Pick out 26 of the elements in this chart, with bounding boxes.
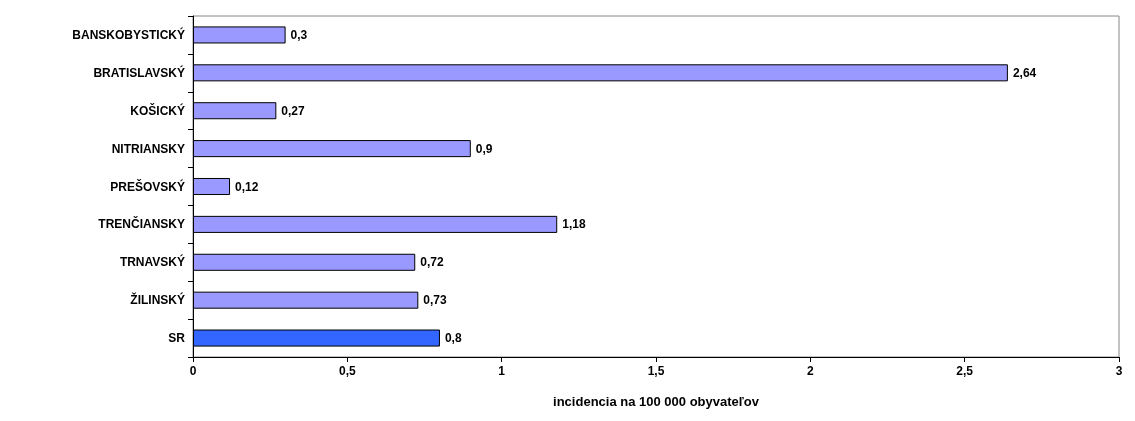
x-tick-label: 2: [806, 364, 814, 378]
data-label: 1,18: [562, 217, 586, 232]
y-tick-label: SR: [168, 331, 186, 346]
x-tick-label: 0: [189, 364, 197, 378]
y-tick-label: KOŠICKÝ: [130, 102, 185, 118]
data-label: 0,27: [281, 103, 306, 118]
x-tick-label: 2,5: [956, 364, 974, 378]
y-tick-label: PREŠOVSKÝ: [110, 178, 185, 194]
y-tick-label: TRENČIANSKY: [98, 216, 185, 232]
data-label: 0,12: [235, 179, 259, 194]
data-label: 0,73: [423, 293, 448, 308]
y-tick-label: BANSKOBYSTICKÝ: [72, 26, 185, 42]
x-tick-label: 1,5: [647, 364, 665, 378]
x-tick-label: 0,5: [338, 364, 356, 378]
x-axis-title: incidencia na 100 000 obyvateľov: [553, 394, 760, 409]
data-label: 2,64: [1012, 65, 1037, 80]
data-label: 0,3: [290, 27, 308, 42]
x-tick-label: 3: [1115, 364, 1123, 378]
data-label: 0,72: [420, 255, 444, 270]
y-tick-label: ŽILINSKÝ: [130, 292, 185, 308]
y-tick-label: BRATISLAVSKÝ: [93, 64, 185, 80]
data-label: 0,8: [444, 331, 462, 346]
x-tick-label: 1: [498, 364, 506, 378]
y-tick-label: NITRIANSKY: [111, 141, 185, 156]
y-tick-label: TRNAVSKÝ: [119, 254, 185, 270]
data-label: 0,9: [475, 141, 493, 156]
